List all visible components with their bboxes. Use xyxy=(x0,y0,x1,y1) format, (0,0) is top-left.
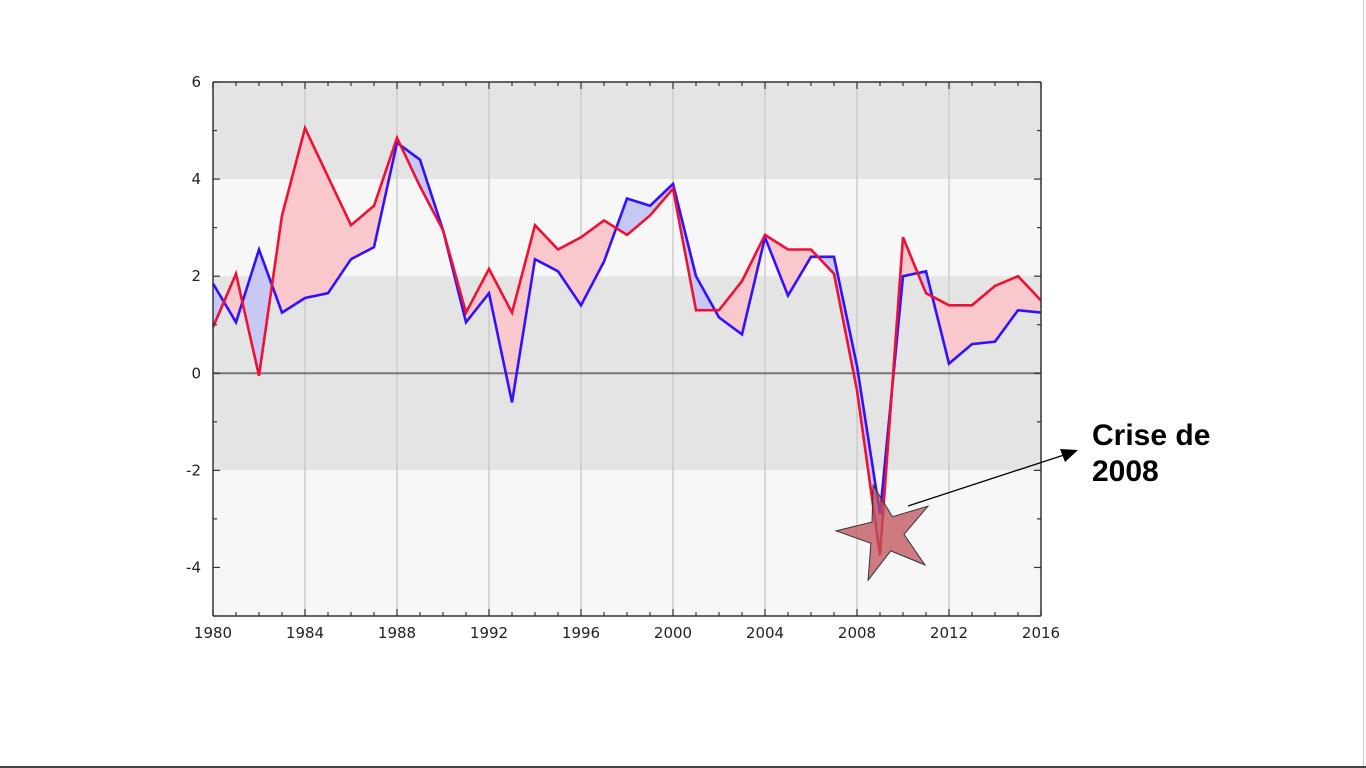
annotation-line-2: 2008 xyxy=(1092,455,1159,488)
annotation-label: Crise de 2008 xyxy=(1092,418,1352,490)
x-tick-label-2012: 2012 xyxy=(930,624,968,642)
x-tick-label-1980: 1980 xyxy=(194,624,232,642)
fill-segment-1980-a xyxy=(213,283,224,328)
y-tick-label-4: 4 xyxy=(191,170,201,188)
annotation-line-1: Crise de xyxy=(1092,419,1211,452)
y-tick-label--2: -2 xyxy=(186,461,201,479)
fill-segment-1980-b xyxy=(223,273,236,323)
annotation-arrow-line xyxy=(907,454,1065,507)
x-tick-label-2004: 2004 xyxy=(746,624,784,642)
x-tick-label-2000: 2000 xyxy=(654,624,692,642)
band--5-to--4 xyxy=(213,567,1041,616)
fill-segment-1984 xyxy=(305,128,328,299)
fill-segment-1985 xyxy=(328,176,351,294)
axis-ticks xyxy=(212,81,1042,617)
fill-segment-1983 xyxy=(282,128,305,313)
fill-segment-1996 xyxy=(581,220,604,306)
annotation-group xyxy=(834,449,1078,582)
slide-right-border xyxy=(1363,0,1364,768)
background-bands xyxy=(213,82,1041,616)
band-4-to-6 xyxy=(213,82,1041,180)
x-tick-label-1984: 1984 xyxy=(286,624,324,642)
fill-segment-2013 xyxy=(972,285,995,345)
series-lines xyxy=(211,124,1042,556)
fill-segment-2015 xyxy=(1018,276,1041,313)
y-tick-label-2: 2 xyxy=(191,267,201,285)
y-tick-label-6: 6 xyxy=(191,73,201,91)
axis-tick-labels: 1980 1984 1988 1992 1996 2000 2004 2008 2012 2016… xyxy=(186,73,1060,642)
fill-segment-1998 xyxy=(627,198,650,235)
slide-bottom-border xyxy=(0,766,1366,768)
fill-segment-1993 xyxy=(512,225,535,403)
fill-segment-2012 xyxy=(949,305,972,364)
x-tick-label-2016: 2016 xyxy=(1022,624,1060,642)
annotation-arrow-head xyxy=(1060,449,1078,462)
star-marker xyxy=(834,483,930,582)
y-tick-label-0: 0 xyxy=(191,364,201,382)
x-tick-label-1996: 1996 xyxy=(562,624,600,642)
x-tick-label-2008: 2008 xyxy=(838,624,876,642)
y-tick-label--4: -4 xyxy=(186,558,201,576)
fill-segment-1995 xyxy=(558,237,581,306)
fill-segment-1994 xyxy=(535,225,558,272)
x-tick-label-1992: 1992 xyxy=(470,624,508,642)
fill-segment-1981-b xyxy=(242,249,259,376)
x-tick-label-1988: 1988 xyxy=(378,624,416,642)
fill-segment-1986 xyxy=(351,205,374,260)
fill-segment-2014 xyxy=(995,276,1018,342)
band--2-to-0 xyxy=(213,373,1041,471)
band-0-to-2 xyxy=(213,276,1041,374)
